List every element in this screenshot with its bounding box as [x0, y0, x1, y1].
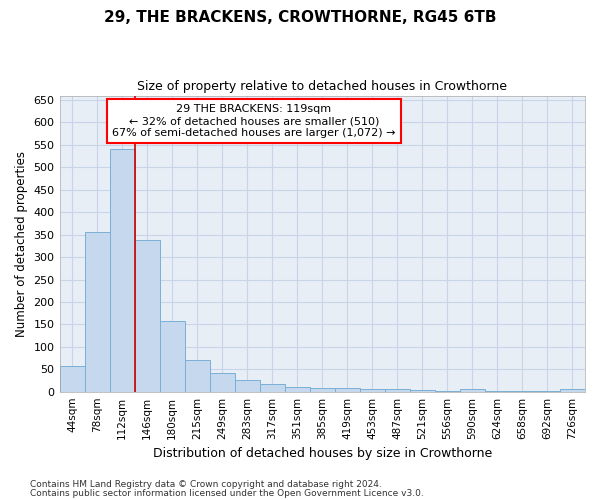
Bar: [260, 384, 285, 392]
Bar: [110, 150, 134, 392]
Text: Contains HM Land Registry data © Crown copyright and database right 2024.: Contains HM Land Registry data © Crown c…: [30, 480, 382, 489]
Bar: [335, 388, 360, 392]
Text: 29 THE BRACKENS: 119sqm
← 32% of detached houses are smaller (510)
67% of semi-d: 29 THE BRACKENS: 119sqm ← 32% of detache…: [112, 104, 396, 138]
Y-axis label: Number of detached properties: Number of detached properties: [15, 150, 28, 336]
Bar: [85, 232, 110, 392]
Bar: [134, 240, 160, 392]
Bar: [360, 390, 385, 392]
Bar: [385, 390, 410, 392]
Title: Size of property relative to detached houses in Crowthorne: Size of property relative to detached ho…: [137, 80, 507, 93]
Bar: [285, 387, 310, 392]
Bar: [460, 390, 485, 392]
Bar: [59, 366, 85, 392]
Bar: [310, 388, 335, 392]
Bar: [209, 373, 235, 392]
Text: Contains public sector information licensed under the Open Government Licence v3: Contains public sector information licen…: [30, 489, 424, 498]
Bar: [160, 321, 185, 392]
Bar: [235, 380, 260, 392]
Bar: [410, 390, 435, 392]
Bar: [560, 390, 585, 392]
X-axis label: Distribution of detached houses by size in Crowthorne: Distribution of detached houses by size …: [152, 447, 492, 460]
Text: 29, THE BRACKENS, CROWTHORNE, RG45 6TB: 29, THE BRACKENS, CROWTHORNE, RG45 6TB: [104, 10, 496, 25]
Bar: [185, 360, 209, 392]
